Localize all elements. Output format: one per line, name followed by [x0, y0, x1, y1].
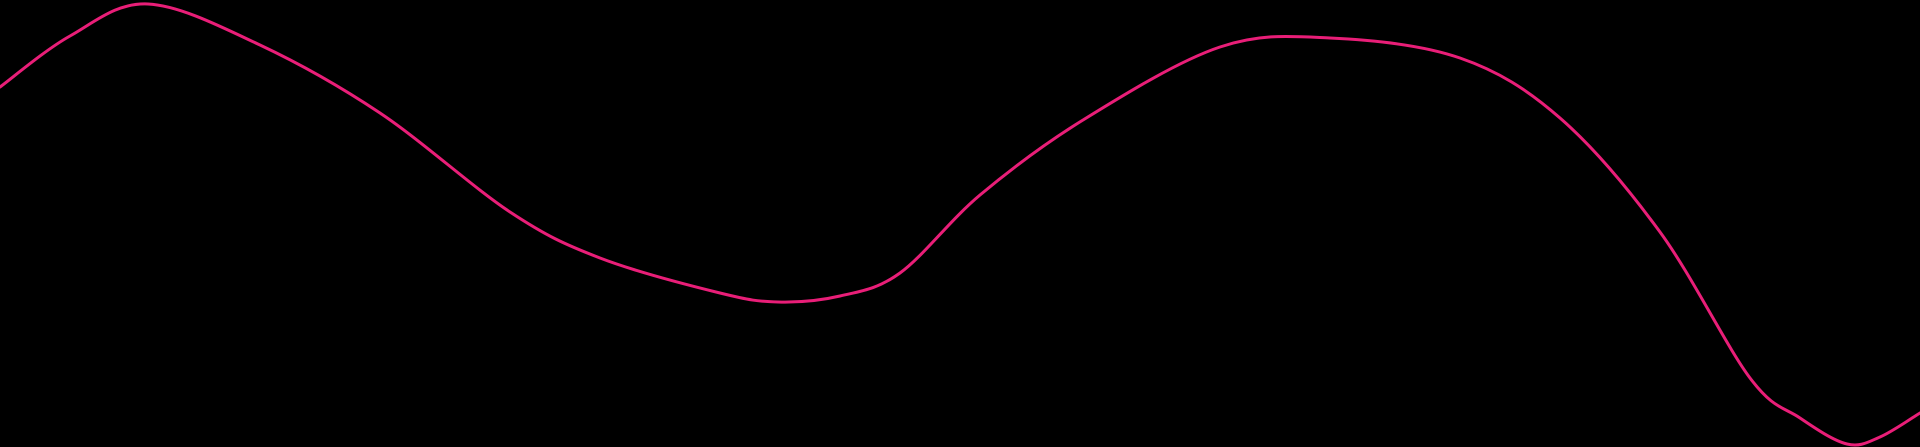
canvas — [0, 2, 1920, 447]
wave-curve — [0, 2, 1920, 447]
wave-curve-svg — [0, 2, 1920, 447]
